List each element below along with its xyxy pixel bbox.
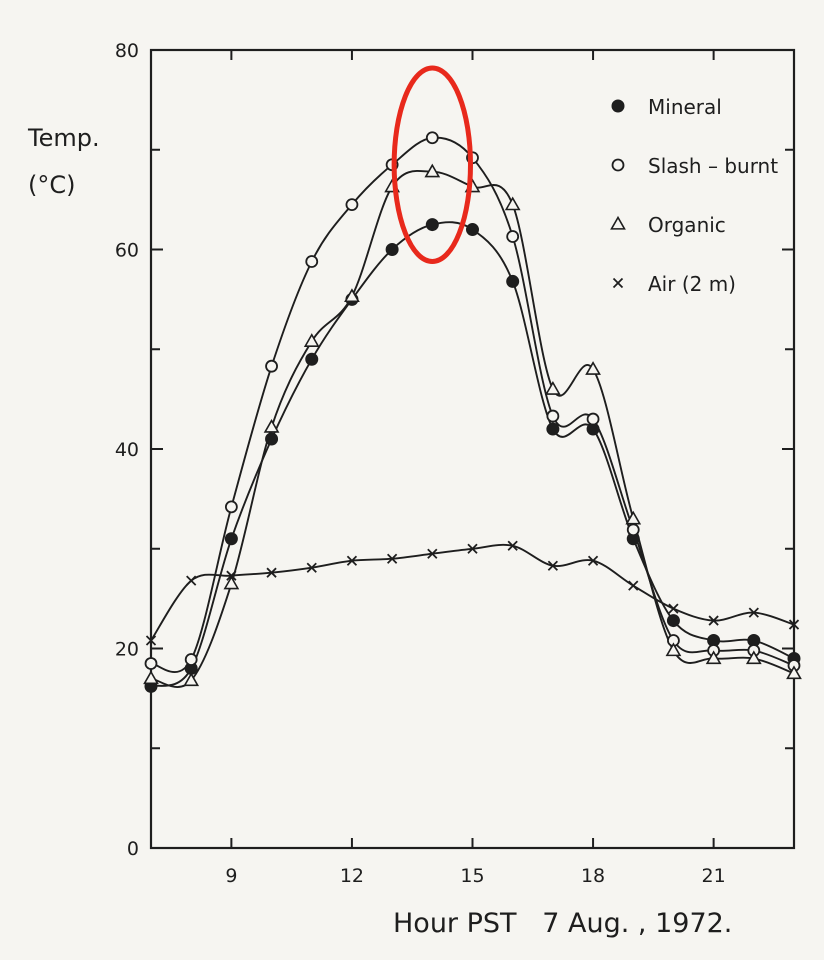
data-point-2-7 (424, 163, 441, 178)
series-line-2 (151, 170, 794, 688)
data-point-1-3 (265, 359, 278, 373)
data-point-3-14 (708, 615, 719, 626)
highlight-ellipse (391, 65, 473, 264)
y-tick-label: 80 (115, 40, 139, 62)
legend-marker-1 (611, 158, 625, 172)
data-point-2-13 (665, 642, 682, 657)
data-point-0-13 (666, 614, 680, 628)
data-point-1-12 (626, 523, 640, 537)
data-point-3-1 (186, 575, 197, 586)
data-point-3-5 (346, 555, 358, 566)
legend-marker-2 (610, 215, 626, 230)
data-point-3-16 (788, 619, 800, 630)
data-point-2-12 (625, 510, 642, 525)
data-point-3-13 (668, 603, 679, 614)
data-point-0-9 (506, 274, 520, 288)
data-point-2-2 (223, 575, 240, 590)
data-point-2-3 (263, 418, 280, 433)
data-point-2-11 (585, 361, 601, 375)
data-point-1-10 (546, 409, 560, 423)
y-axis-label-line1: Temp. (27, 124, 100, 152)
legend-label-2: Organic (648, 213, 726, 237)
data-point-1-5 (345, 198, 359, 212)
x-tick-label: 18 (581, 865, 605, 887)
x-tick-label: 15 (460, 865, 484, 887)
legend: Mineral Slash – burnt Organic Air (2 m) (610, 95, 778, 296)
data-point-1-2 (224, 500, 238, 514)
data-point-2-16 (786, 665, 802, 680)
data-point-3-6 (386, 553, 398, 564)
data-point-1-9 (506, 230, 520, 243)
data-point-3-3 (266, 567, 277, 578)
data-point-2-5 (344, 288, 360, 303)
data-point-3-0 (145, 635, 157, 646)
data-point-1-4 (305, 255, 319, 268)
data-point-2-0 (143, 670, 159, 685)
data-point-3-10 (547, 560, 559, 571)
legend-label-1: Slash – burnt (648, 154, 778, 178)
data-point-0-2 (224, 532, 238, 546)
y-tick-label: 60 (115, 240, 139, 262)
data-point-2-14 (705, 650, 722, 665)
data-point-3-12 (628, 580, 639, 591)
data-point-3-15 (748, 607, 759, 618)
annotation-layer (391, 65, 473, 264)
data-point-0-4 (305, 352, 319, 366)
data-point-3-7 (427, 548, 438, 559)
x-tick-label: 9 (225, 865, 237, 887)
data-point-2-15 (745, 650, 762, 665)
legend-marker-3 (612, 277, 624, 289)
data-point-2-9 (504, 196, 521, 211)
data-point-3-11 (587, 555, 599, 566)
data-point-1-7 (425, 131, 439, 145)
legend-label-0: Mineral (648, 95, 722, 119)
x-tick-label: 21 (702, 865, 726, 887)
data-point-0-7 (425, 218, 439, 232)
data-point-2-10 (544, 381, 561, 395)
data-point-3-8 (467, 543, 478, 554)
data-point-1-1 (184, 653, 198, 666)
data-point-0-10 (546, 422, 560, 436)
data-point-2-1 (183, 672, 200, 687)
data-point-3-4 (306, 562, 317, 573)
x-tick-label: 12 (340, 865, 364, 887)
y-axis-label-line2: (°C) (28, 171, 75, 199)
x-axis-label: Hour PST 7 Aug. , 1972. (393, 908, 732, 939)
x-axis-ticks: 9 12 15 18 21 (225, 50, 726, 887)
data-point-1-11 (586, 412, 600, 426)
data-point-0-3 (265, 432, 279, 446)
legend-marker-0 (611, 99, 625, 113)
series-line-3 (151, 543, 794, 642)
data-point-3-2 (226, 570, 237, 581)
y-tick-label: 20 (115, 639, 139, 661)
data-point-0-6 (385, 243, 399, 256)
y-tick-label: 40 (115, 439, 139, 461)
data-point-1-0 (144, 657, 158, 670)
data-point-3-9 (507, 540, 518, 551)
data-point-0-8 (466, 223, 479, 237)
y-axis-ticks: 0 20 40 60 80 (115, 40, 794, 860)
data-point-2-4 (303, 333, 320, 347)
legend-label-3: Air (2 m) (648, 272, 736, 296)
y-tick-label: 0 (127, 838, 139, 860)
